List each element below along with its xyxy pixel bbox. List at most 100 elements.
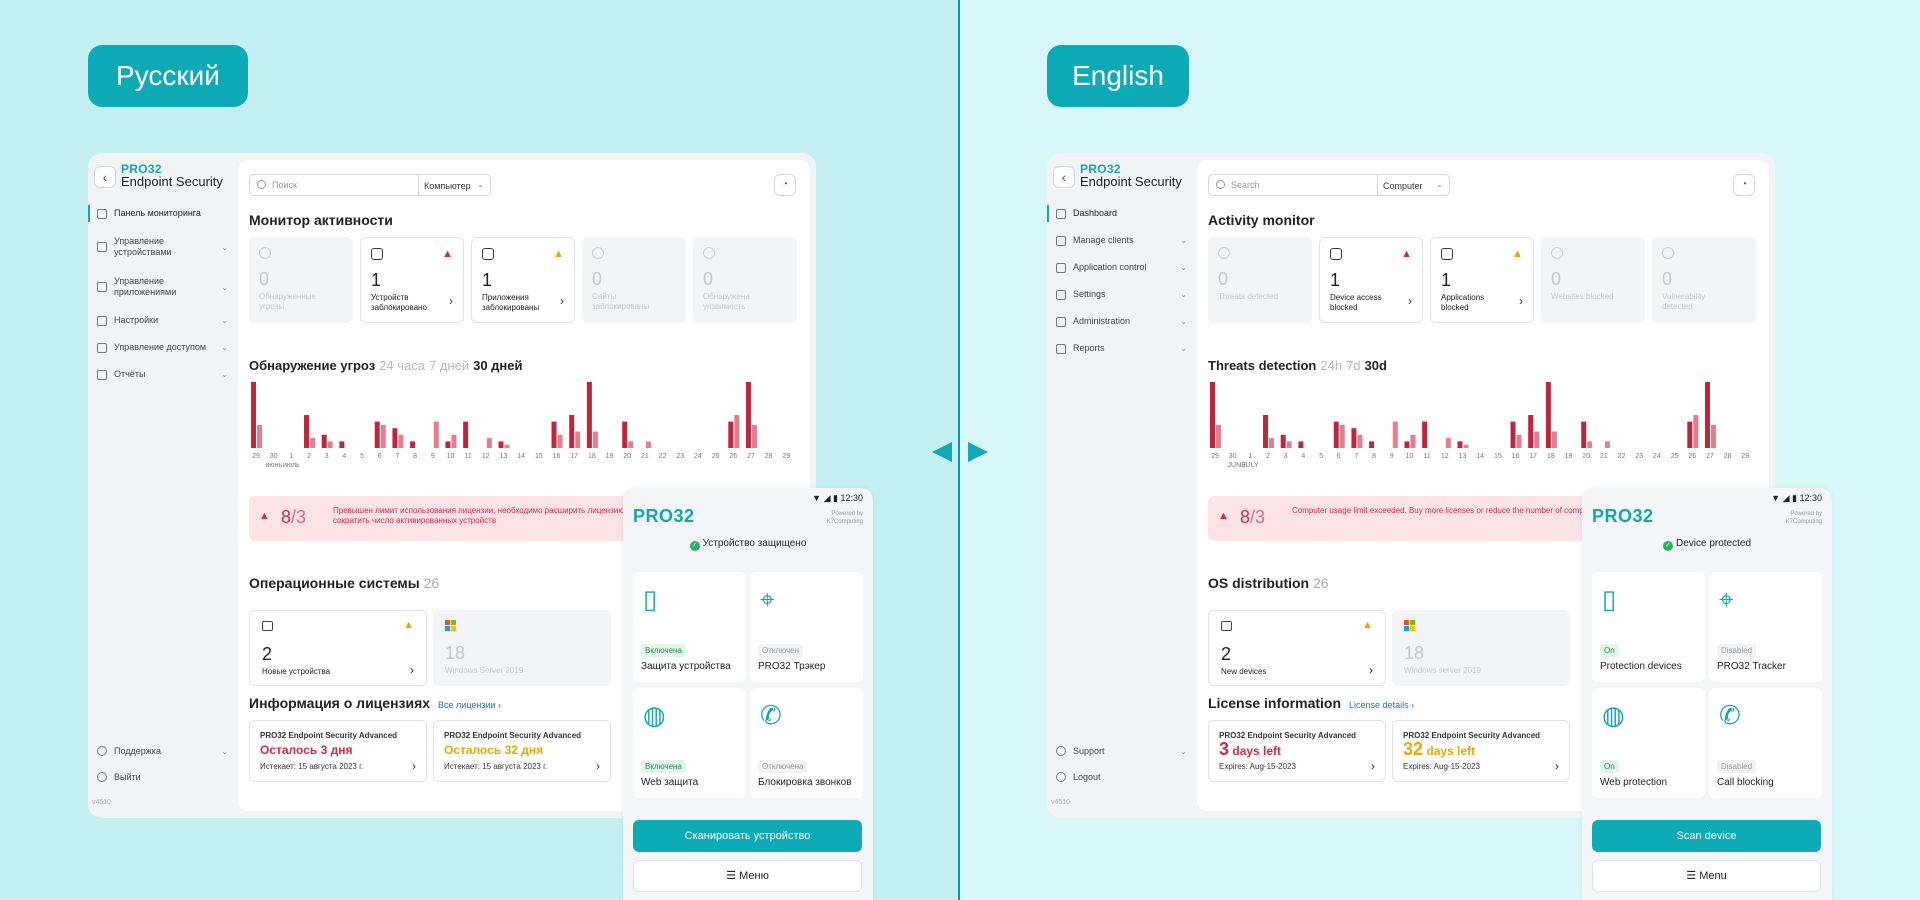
license-total: /3 bbox=[1250, 507, 1266, 527]
os-card-new-devices[interactable]: ▲ 2 Новые устройства › bbox=[249, 610, 427, 686]
x-tick-label: 28 bbox=[765, 453, 773, 460]
search-input[interactable]: Поиск bbox=[249, 174, 419, 196]
globe-icon: ◍ bbox=[643, 700, 666, 730]
feature-tile-2[interactable]: ◍ On Web protection bbox=[1592, 688, 1705, 798]
sidebar-bottom-item-0[interactable]: Поддержка ⌄ bbox=[88, 743, 236, 759]
os-card-new-devices[interactable]: ▲ 2 New devices › bbox=[1208, 610, 1386, 686]
sidebar-item-label: Application control bbox=[1073, 262, 1147, 272]
chart-bar bbox=[327, 441, 333, 448]
back-button[interactable]: ‹ bbox=[94, 166, 116, 188]
scan-device-button[interactable]: Сканировать устройство bbox=[633, 820, 862, 852]
sidebar-item-4[interactable]: Administration ⌄ bbox=[1047, 313, 1195, 330]
chart-bar bbox=[586, 382, 592, 448]
sidebar-item-label: Выйти bbox=[114, 771, 141, 782]
sidebar-item-label: Manage clients bbox=[1073, 235, 1134, 245]
sidebar-item-3[interactable]: Settings ⌄ bbox=[1047, 286, 1195, 303]
x-tick-label: 3 bbox=[1284, 453, 1288, 460]
chart-bar bbox=[433, 421, 439, 448]
feature-tile-3[interactable]: ✆ Отключена Блокировка звонков bbox=[750, 688, 863, 798]
period-tab-1[interactable]: 7d bbox=[1346, 358, 1361, 373]
scan-device-button[interactable]: Scan device bbox=[1592, 820, 1821, 852]
sidebar-item-label: Настройки bbox=[114, 315, 159, 325]
notification-bell-icon[interactable]: ◔ bbox=[1733, 174, 1755, 196]
period-tab-2[interactable]: 30 дней bbox=[473, 358, 523, 373]
feature-tile-2[interactable]: ◍ Включена Web защита bbox=[633, 688, 746, 798]
license-link[interactable]: Все лицензии › bbox=[438, 700, 502, 710]
search-icon bbox=[257, 180, 266, 189]
chart-bar bbox=[745, 382, 751, 448]
feature-tile-1[interactable]: ⌖ Disabled PRO32 Tracker bbox=[1709, 572, 1822, 682]
main-content: Search Computer ⌄ ◔ Activity monitor 0 Threats… bbox=[1197, 160, 1769, 811]
sidebar-item-4[interactable]: Управление доступом ⌄ bbox=[88, 339, 236, 356]
x-tick-label: 18 bbox=[1547, 453, 1555, 460]
sidebar-item-0[interactable]: Панель мониторинга bbox=[88, 205, 236, 222]
license-card-1[interactable]: PRO32 Endpoint Security Advanced 32 days … bbox=[1392, 720, 1570, 782]
dashboard-icon bbox=[97, 208, 107, 219]
check-icon: ✓ bbox=[689, 541, 700, 551]
sidebar-item-2[interactable]: Управление приложениями ⌄ bbox=[88, 272, 236, 302]
x-tick-label: 25 bbox=[712, 453, 720, 460]
license-expiry: Expires: Aug-15-2023 bbox=[1403, 762, 1480, 771]
device-type-select[interactable]: Computer ⌄ bbox=[1378, 174, 1450, 196]
chart-bar bbox=[1463, 444, 1469, 448]
period-tab-0[interactable]: 24h bbox=[1320, 358, 1343, 373]
k7-logo: Powered by K7Computing bbox=[1786, 510, 1822, 526]
activity-card-1[interactable]: ▲ 1 Device access blocked › bbox=[1319, 237, 1423, 323]
activity-card-1[interactable]: ▲ 1 Устройств заблокировано › bbox=[360, 237, 464, 323]
x-tick-label: 20 bbox=[1582, 453, 1590, 460]
x-tick-label: 15 bbox=[535, 453, 543, 460]
license-card-0[interactable]: PRO32 Endpoint Security Advanced 3 days l… bbox=[1208, 720, 1386, 782]
search-input[interactable]: Search bbox=[1208, 174, 1378, 196]
activity-count: 0 bbox=[1662, 269, 1673, 289]
license-header: Информация о лицензиях Все лицензии › bbox=[249, 695, 501, 711]
feature-tile-0[interactable]: ▯ Включена Защита устройства bbox=[633, 572, 746, 682]
dashboard-window: ‹ PRO32 Endpoint Security Панель мониторинг… bbox=[88, 153, 816, 818]
sidebar-item-label: Logout bbox=[1073, 771, 1101, 782]
menu-button[interactable]: ☰ Меню bbox=[633, 860, 862, 892]
license-used: 8 bbox=[1240, 507, 1251, 527]
license-card-1[interactable]: PRO32 Endpoint Security Advanced Осталось… bbox=[433, 720, 611, 782]
sidebar-item-5[interactable]: Reports ⌄ bbox=[1047, 340, 1195, 357]
feature-status-badge: Disabled bbox=[1717, 644, 1757, 657]
menu-button[interactable]: ☰ Menu bbox=[1592, 860, 1821, 892]
sidebar-bottom-item-0[interactable]: Support ⌄ bbox=[1047, 743, 1195, 759]
report-icon bbox=[97, 369, 107, 380]
chevron-right-icon: › bbox=[1369, 663, 1373, 677]
chart-bar bbox=[622, 421, 628, 448]
sidebar-bottom-item-1[interactable]: Выйти bbox=[88, 769, 236, 785]
feature-tile-0[interactable]: ▯ On Protection devices bbox=[1592, 572, 1705, 682]
sidebar-item-1[interactable]: Управление устройствами ⌄ bbox=[88, 232, 236, 262]
chevron-down-icon: ⌄ bbox=[221, 242, 228, 252]
chart-bar bbox=[1581, 421, 1587, 448]
x-tick-label: 24 bbox=[694, 453, 702, 460]
device-type-select[interactable]: Компьютер ⌄ bbox=[419, 174, 491, 196]
x-tick-label: 10 bbox=[1406, 453, 1414, 460]
warning-icon: ▲ bbox=[1401, 248, 1412, 260]
license-link[interactable]: License details › bbox=[1349, 700, 1415, 710]
period-tab-0[interactable]: 24 часа bbox=[379, 358, 425, 373]
activity-card-2[interactable]: ▲ 1 Приложения заблокированы › bbox=[471, 237, 575, 323]
period-tab-2[interactable]: 30d bbox=[1364, 358, 1387, 373]
chart-bar bbox=[1410, 434, 1416, 448]
license-card-0[interactable]: PRO32 Endpoint Security Advanced Осталось… bbox=[249, 720, 427, 782]
sidebar-bottom-item-1[interactable]: Logout bbox=[1047, 769, 1195, 785]
sidebar-item-5[interactable]: Отчёты ⌄ bbox=[88, 366, 236, 383]
chart-bar bbox=[1263, 415, 1269, 448]
chart-bar bbox=[1404, 441, 1410, 448]
sidebar-item-3[interactable]: Настройки ⌄ bbox=[88, 312, 236, 329]
activity-card-4: 0 Vulnerability detected bbox=[1652, 237, 1756, 323]
chart-bar bbox=[569, 415, 575, 448]
threats-chart: 29 30 1 2 3 4 5 6 7 8 9 10 11 12 13 14 15 16 17 18 19 20 21 22 2… bbox=[251, 382, 790, 468]
feature-tile-1[interactable]: ⌖ Отключен PRO32 Трэкер bbox=[750, 572, 863, 682]
x-tick-label: 11 bbox=[464, 453, 471, 460]
sidebar-item-0[interactable]: Dashboard bbox=[1047, 205, 1195, 222]
notification-bell-icon[interactable]: ◔ bbox=[774, 174, 796, 196]
sidebar-item-2[interactable]: Application control ⌄ bbox=[1047, 259, 1195, 276]
period-tab-1[interactable]: 7 дней bbox=[428, 358, 470, 373]
feature-tile-3[interactable]: ✆ Disabled Call blocking bbox=[1709, 688, 1822, 798]
sidebar-item-1[interactable]: Manage clients ⌄ bbox=[1047, 232, 1195, 249]
activity-card-2[interactable]: ▲ 1 Applications blocked › bbox=[1430, 237, 1534, 323]
feature-status-badge: Отключена bbox=[758, 760, 808, 773]
license-name: PRO32 Endpoint Security Advanced bbox=[260, 731, 398, 740]
back-button[interactable]: ‹ bbox=[1053, 166, 1075, 188]
